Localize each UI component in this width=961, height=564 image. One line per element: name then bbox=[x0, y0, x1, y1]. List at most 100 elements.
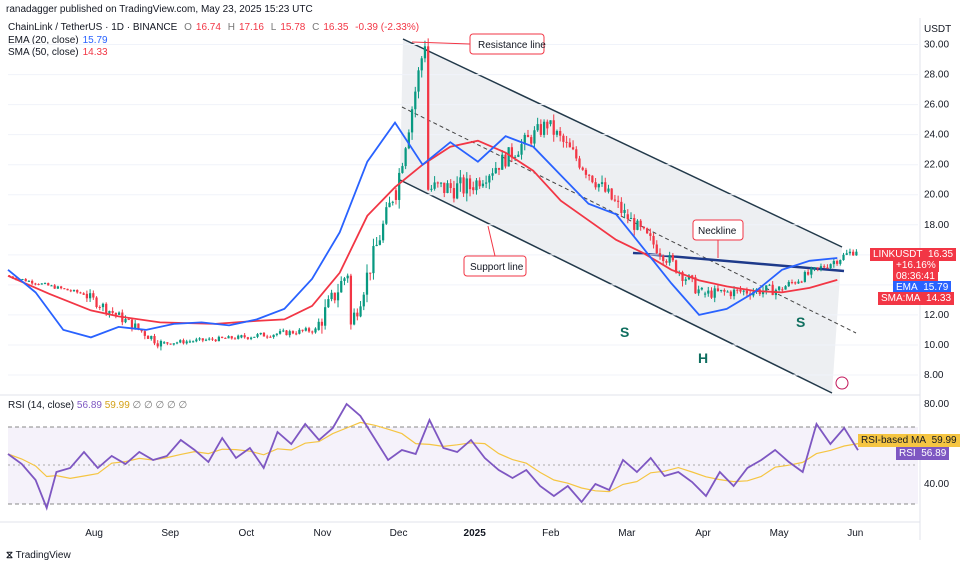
candle-body bbox=[745, 290, 749, 294]
candle-body bbox=[713, 288, 716, 298]
candle-body bbox=[407, 132, 410, 149]
candle-body bbox=[797, 281, 800, 284]
ticker-badge-label: LINKUSDT bbox=[873, 249, 923, 260]
candle-body bbox=[736, 289, 739, 291]
candle-body bbox=[95, 297, 98, 308]
candle-body bbox=[475, 180, 478, 191]
candle-body bbox=[414, 91, 417, 110]
candle-body bbox=[794, 282, 797, 284]
candle-body bbox=[420, 58, 423, 71]
ema-line bbox=[7, 121, 838, 339]
candle-body bbox=[372, 246, 375, 274]
rsi-ma-badge-value: 59.99 bbox=[931, 435, 957, 446]
ema-legend-label: EMA (20, close) bbox=[8, 35, 79, 46]
high-value: 17.16 bbox=[238, 22, 264, 33]
neckline bbox=[632, 251, 845, 273]
ema-badge: EMA 15.79 bbox=[893, 281, 952, 294]
candle-body bbox=[819, 266, 823, 268]
candle-body bbox=[446, 183, 449, 193]
candle-body bbox=[201, 338, 204, 341]
time-tick-label: Mar bbox=[618, 528, 636, 539]
candle-body bbox=[127, 319, 130, 321]
sma-badge-label: SMA:MA bbox=[881, 293, 921, 304]
candle-body bbox=[301, 329, 304, 331]
candle-body bbox=[613, 199, 617, 201]
candle-body bbox=[21, 279, 24, 281]
candle-body bbox=[765, 285, 768, 291]
candle-body bbox=[253, 336, 256, 338]
rsi-badge: RSI 56.89 bbox=[896, 447, 950, 460]
candle-body bbox=[269, 336, 272, 338]
close-value: 16.35 bbox=[323, 22, 349, 33]
candle-body bbox=[800, 281, 803, 283]
candle-body bbox=[549, 120, 552, 125]
price-tick-label: 28.00 bbox=[924, 70, 949, 81]
candle-body bbox=[240, 335, 243, 338]
candle-body bbox=[430, 188, 433, 190]
candle-body bbox=[787, 282, 790, 287]
candle-body bbox=[588, 174, 591, 176]
candle-body bbox=[459, 177, 462, 184]
candle-body bbox=[629, 218, 633, 220]
candle-body bbox=[813, 267, 816, 269]
candle-body bbox=[497, 167, 501, 170]
candle-body bbox=[694, 277, 697, 294]
candle-body bbox=[327, 299, 330, 308]
ema-badge-label: EMA bbox=[896, 282, 918, 293]
time-tick-label: Oct bbox=[239, 528, 255, 539]
candle-body bbox=[777, 286, 781, 290]
candle-body bbox=[697, 289, 700, 294]
price-tick-label: 30.00 bbox=[924, 40, 949, 51]
candle-body bbox=[185, 341, 188, 344]
low-value: 15.78 bbox=[280, 22, 306, 33]
candle-body bbox=[398, 172, 401, 200]
candle-body bbox=[114, 312, 117, 315]
candle-body bbox=[674, 260, 678, 273]
candle-body bbox=[604, 182, 607, 192]
candle-body bbox=[781, 289, 784, 291]
candle-body bbox=[375, 244, 378, 247]
candle-body bbox=[159, 340, 163, 347]
time-tick-label: Nov bbox=[314, 528, 332, 539]
candle-body bbox=[578, 158, 581, 168]
candle-body bbox=[163, 342, 166, 344]
time-tick-label: Sep bbox=[161, 528, 179, 539]
candle-body bbox=[31, 280, 34, 284]
candle-body bbox=[304, 328, 307, 331]
candle-body bbox=[295, 333, 298, 335]
candle-body bbox=[166, 342, 169, 344]
candle-body bbox=[636, 220, 639, 230]
currency-label: USDT bbox=[924, 24, 952, 35]
candle-body bbox=[330, 292, 333, 300]
candle-body bbox=[224, 337, 227, 339]
candle-body bbox=[134, 323, 137, 330]
candle-body bbox=[88, 293, 92, 299]
support-callout-text: Support line bbox=[470, 262, 524, 273]
candle-body bbox=[839, 260, 842, 264]
candle-body bbox=[823, 266, 826, 268]
candle-body bbox=[47, 283, 50, 286]
price-tick-label: 10.00 bbox=[924, 340, 949, 351]
candle-body bbox=[520, 144, 523, 155]
candle-body bbox=[523, 134, 526, 145]
tradingview-logo[interactable]: ⧖ TradingView bbox=[6, 550, 71, 561]
candle-body bbox=[336, 292, 340, 301]
candle-body bbox=[314, 328, 317, 333]
candle-body bbox=[63, 288, 66, 290]
candle-body bbox=[278, 331, 282, 334]
candle-body bbox=[137, 323, 140, 330]
alert-icon[interactable] bbox=[835, 376, 849, 390]
candle-body bbox=[150, 335, 153, 339]
sma-legend: SMA (50, close) 14.33 bbox=[8, 47, 112, 58]
candle-body bbox=[394, 190, 398, 200]
candle-body bbox=[92, 293, 95, 298]
candle-body bbox=[298, 329, 301, 334]
candle-body bbox=[501, 154, 504, 170]
candle-body bbox=[584, 169, 588, 175]
candle-body bbox=[346, 275, 349, 279]
candle-body bbox=[153, 335, 156, 344]
candle-body bbox=[655, 244, 658, 254]
candle-body bbox=[642, 226, 646, 229]
candle-body bbox=[433, 182, 436, 189]
